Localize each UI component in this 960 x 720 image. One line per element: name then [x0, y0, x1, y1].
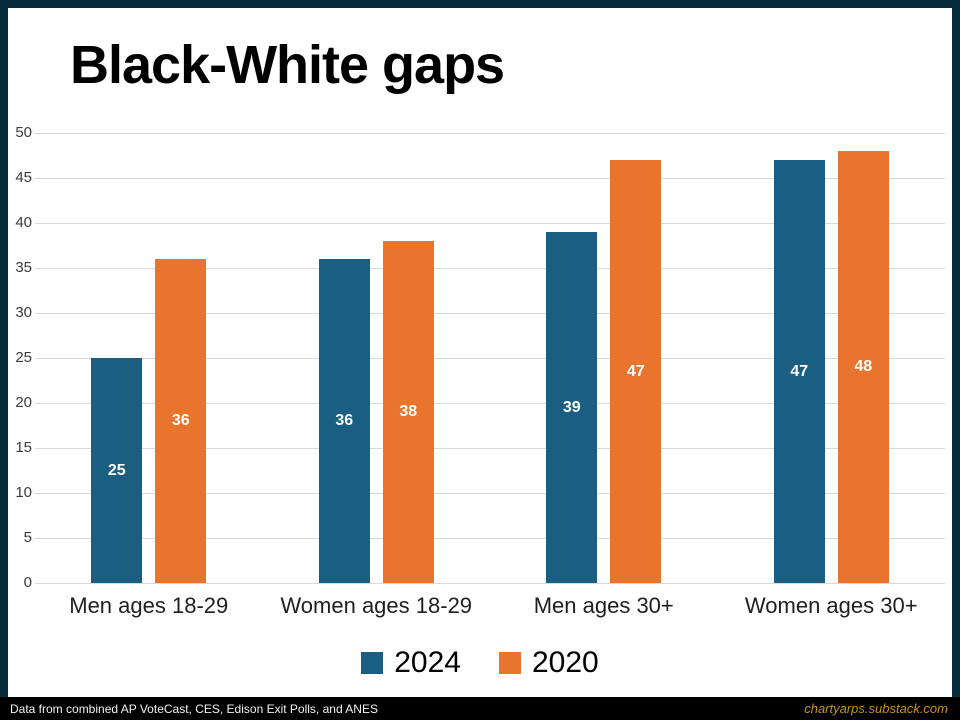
x-axis: Men ages 18-29 Women ages 18-29 Men ages 3…	[35, 593, 945, 619]
bar-group: 39 47	[490, 133, 718, 583]
legend-label: 2020	[532, 646, 599, 679]
y-tick-label: 0	[23, 574, 32, 591]
bar-group: 47 48	[718, 133, 946, 583]
bar-2020: 38	[382, 241, 434, 583]
gridline	[35, 133, 945, 134]
legend-item-2020: 2020	[499, 646, 599, 680]
footer-bar: Data from combined AP VoteCast, CES, Edi…	[0, 697, 960, 720]
y-tick-label: 35	[15, 259, 32, 276]
y-tick-label: 50	[15, 124, 32, 141]
bar-value-label: 47	[626, 362, 645, 380]
footer-site-text: chartyarps.substack.com	[804, 701, 948, 716]
bar-2024: 47	[773, 160, 825, 583]
bar-value-label: 39	[562, 398, 581, 416]
bar-groups: 25 36 36 38 39 47 47 48	[35, 133, 945, 583]
legend: 2024 2020	[8, 646, 952, 680]
chart-canvas: Black-White gaps 0 5 10 15 20 25 30 35 40 45 50 25…	[8, 8, 952, 697]
legend-label: 2024	[394, 646, 461, 679]
gridline	[35, 538, 945, 539]
bar-value-label: 48	[854, 358, 873, 375]
y-axis: 0 5 10 15 20 25 30 35 40 45 50	[8, 124, 32, 591]
x-axis-label: Women ages 30+	[744, 593, 918, 618]
x-axis-label: Women ages 18-29	[280, 593, 473, 618]
gridline	[35, 583, 945, 584]
gridline	[35, 358, 945, 359]
gridline	[35, 178, 945, 179]
y-tick-label: 25	[15, 349, 32, 366]
bar-value-label: 25	[107, 461, 126, 479]
gridline	[35, 268, 945, 269]
y-tick-label: 40	[15, 214, 32, 231]
gridline	[35, 493, 945, 494]
y-tick-label: 30	[15, 304, 32, 321]
legend-swatch-icon	[499, 652, 521, 674]
gridline	[35, 448, 945, 449]
y-tick-label: 20	[15, 394, 32, 411]
bar-value-label: 47	[790, 362, 809, 380]
x-axis-label: Men ages 30+	[533, 593, 674, 618]
chart-title: Black-White gaps	[70, 35, 505, 95]
x-axis-label: Men ages 18-29	[69, 593, 229, 618]
bar-group: 25 36	[35, 133, 263, 583]
legend-swatch-icon	[361, 652, 384, 674]
legend-item-2024: 2024	[361, 646, 461, 680]
y-tick-label: 15	[15, 439, 32, 456]
footer-source-text: Data from combined AP VoteCast, CES, Edi…	[10, 701, 378, 716]
bar-2024: 36	[318, 259, 370, 583]
y-tick-label: 45	[15, 169, 32, 186]
bar-value-label: 36	[335, 412, 354, 429]
bar-2024: 39	[546, 232, 598, 583]
bar-2020: 36	[155, 259, 207, 583]
gridline	[35, 313, 945, 314]
bar-2020: 47	[610, 160, 662, 583]
gridline	[35, 403, 945, 404]
y-tick-label: 5	[23, 529, 32, 546]
bar-2024: 25	[91, 358, 143, 583]
plot-area: 25 36 36 38 39 47 47 48	[35, 133, 945, 584]
bar-value-label: 36	[171, 412, 190, 429]
y-tick-label: 10	[15, 484, 32, 501]
bar-2020: 48	[837, 151, 889, 583]
gridline	[35, 223, 945, 224]
bar-group: 36 38	[263, 133, 491, 583]
bar-value-label: 38	[399, 403, 418, 420]
